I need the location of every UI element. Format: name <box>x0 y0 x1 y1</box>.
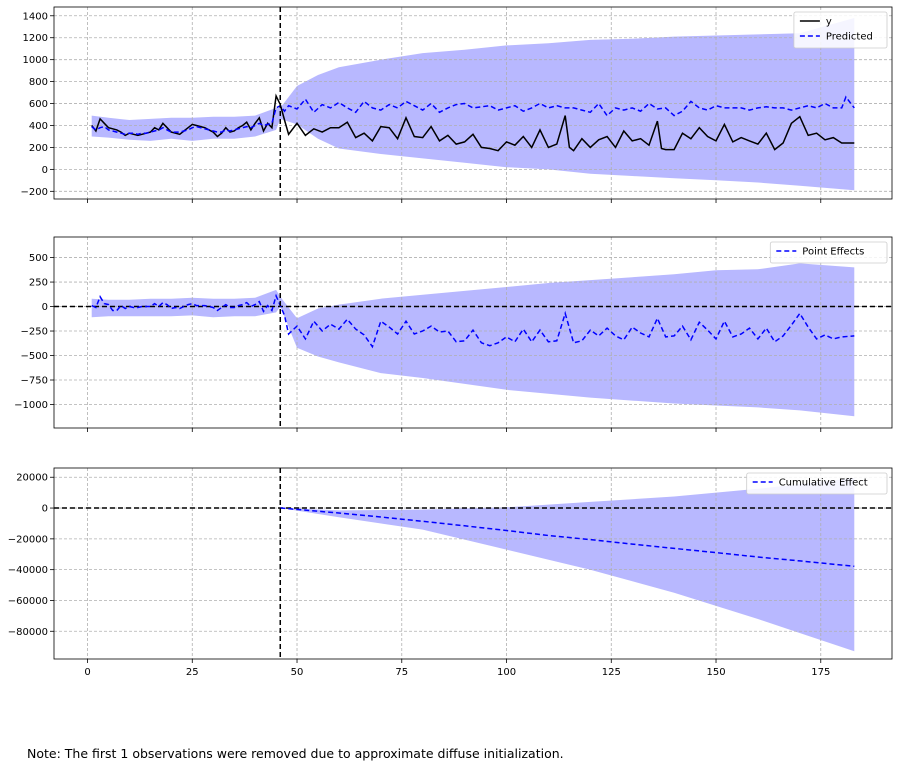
legend: y Predicted <box>793 11 888 49</box>
legend-box <box>769 241 888 264</box>
legend-label: y <box>826 17 832 28</box>
y-tick-label: −750 <box>21 376 48 387</box>
y-tick-label: 250 <box>29 278 48 289</box>
series-line-y <box>91 93 855 152</box>
cumulative-effect-panel: −80000 −60000 −40000 −20000 0 20000 0 25 50 75 100… <box>8 467 893 678</box>
y-tick-label: 20000 <box>16 473 48 484</box>
x-tick-label: 150 <box>706 667 725 678</box>
y-tick-label: 400 <box>29 121 48 132</box>
prediction-panel: −200 0 200 400 600 800 1000 1200 1400 y Predicted <box>21 6 893 203</box>
y-tick-label: 0 <box>42 165 48 176</box>
y-tick-label: 200 <box>29 143 48 154</box>
y-tick-label: 800 <box>29 77 48 88</box>
legend-box <box>793 11 888 49</box>
legend-label: Point Effects <box>802 247 864 258</box>
footnote: Note: The first 1 observations were remo… <box>27 746 564 761</box>
axes-frame <box>53 236 893 429</box>
y-tick-label: −250 <box>21 327 48 338</box>
series-line-cumulative-effect <box>280 507 855 568</box>
legend-box <box>746 472 888 495</box>
legend-label: Cumulative Effect <box>779 478 868 489</box>
y-tick-label: −1000 <box>14 400 48 411</box>
x-tick-label: 25 <box>186 667 199 678</box>
x-tick-label: 0 <box>84 667 90 678</box>
legend-label: Predicted <box>826 32 873 43</box>
y-tick-label: −200 <box>21 187 48 198</box>
axes-frame <box>53 467 893 660</box>
y-tick-label: −20000 <box>8 534 48 545</box>
x-tick-label: 175 <box>811 667 830 678</box>
x-tick-label: 75 <box>395 667 408 678</box>
series-line-predicted <box>91 95 855 136</box>
x-tick-label: 50 <box>291 667 304 678</box>
legend: Point Effects <box>769 241 888 264</box>
x-tick-label: 125 <box>602 667 621 678</box>
y-tick-label: 600 <box>29 99 48 110</box>
confidence-band <box>91 18 855 191</box>
y-tick-label: −40000 <box>8 565 48 576</box>
y-tick-label: −500 <box>21 351 48 362</box>
y-tick-label: 1400 <box>23 11 48 22</box>
x-tick-label: 100 <box>497 667 516 678</box>
confidence-band <box>280 478 855 652</box>
series-line-point-effects <box>91 293 855 349</box>
y-tick-label: 0 <box>42 504 48 515</box>
y-tick-label: −60000 <box>8 596 48 607</box>
y-tick-label: 500 <box>29 253 48 264</box>
point-effects-panel: −1000 −750 −500 −250 0 250 500 Point Effects <box>14 236 893 432</box>
y-tick-label: −80000 <box>8 627 48 638</box>
confidence-band <box>91 263 855 417</box>
legend: Cumulative Effect <box>746 472 888 495</box>
y-tick-label: 1200 <box>23 33 48 44</box>
axes-frame <box>53 6 893 200</box>
y-tick-label: 1000 <box>23 55 48 66</box>
y-tick-label: 0 <box>42 302 48 313</box>
